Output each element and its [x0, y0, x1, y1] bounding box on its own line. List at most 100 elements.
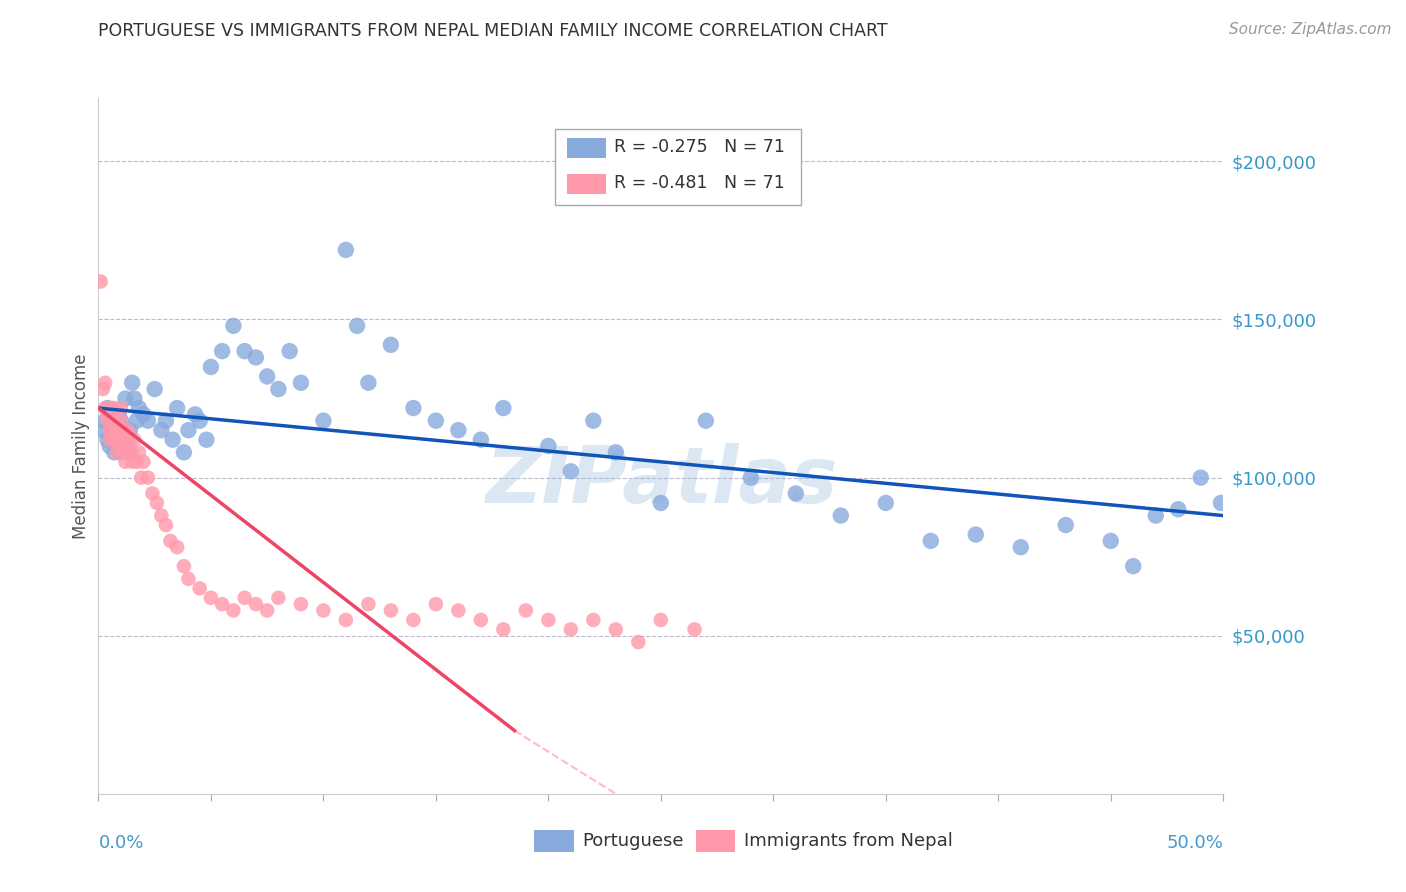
Point: [101, 401, 124, 415]
Point: [114, 439, 136, 453]
Point: [114, 455, 136, 469]
Point: [1099, 533, 1122, 548]
Point: [98, 433, 121, 447]
Point: [136, 414, 159, 428]
Point: [105, 433, 128, 447]
Point: [184, 408, 207, 422]
Point: [402, 401, 425, 415]
Point: [166, 401, 188, 415]
Point: [117, 445, 139, 459]
Point: [256, 603, 278, 617]
Point: [965, 527, 987, 541]
Point: [312, 414, 335, 428]
Point: [222, 318, 245, 333]
Point: [195, 433, 218, 447]
Point: [256, 369, 278, 384]
Point: [110, 414, 132, 428]
Point: [695, 414, 717, 428]
Point: [105, 414, 128, 428]
Text: 0.0%: 0.0%: [98, 834, 143, 852]
Point: [380, 338, 402, 352]
Point: [112, 423, 135, 437]
Point: [112, 423, 135, 437]
Point: [94, 401, 117, 415]
Point: [128, 445, 150, 459]
Point: [103, 433, 125, 447]
Point: [101, 423, 124, 437]
Point: [132, 408, 155, 422]
Point: [830, 508, 852, 523]
Point: [103, 401, 125, 415]
Point: [447, 423, 470, 437]
Text: PORTUGUESE VS IMMIGRANTS FROM NEPAL MEDIAN FAMILY INCOME CORRELATION CHART: PORTUGUESE VS IMMIGRANTS FROM NEPAL MEDI…: [98, 22, 889, 40]
Point: [582, 414, 605, 428]
Point: [105, 433, 128, 447]
Point: [740, 470, 762, 484]
Point: [267, 591, 290, 605]
Text: 50.0%: 50.0%: [1167, 834, 1223, 852]
Point: [537, 439, 560, 453]
Point: [560, 464, 582, 478]
Point: [425, 597, 447, 611]
Point: [173, 445, 195, 459]
Point: [470, 433, 492, 447]
Point: [125, 414, 148, 428]
Point: [110, 445, 132, 459]
Point: [105, 445, 128, 459]
Point: [380, 603, 402, 617]
Point: [94, 414, 117, 428]
Point: [1054, 518, 1077, 533]
Point: [605, 623, 627, 637]
Point: [159, 533, 181, 548]
Point: [150, 508, 173, 523]
Point: [96, 401, 118, 415]
Point: [107, 439, 129, 453]
Point: [117, 423, 139, 437]
Point: [1167, 502, 1189, 516]
Point: [112, 445, 135, 459]
Point: [101, 423, 124, 437]
Point: [103, 423, 125, 437]
Point: [290, 376, 312, 390]
Point: [650, 613, 672, 627]
Point: [162, 433, 184, 447]
Point: [188, 414, 211, 428]
Point: [91, 423, 114, 437]
Point: [233, 591, 256, 605]
Point: [110, 433, 132, 447]
Point: [128, 401, 150, 415]
Point: [605, 445, 627, 459]
Point: [94, 376, 117, 390]
Point: [402, 613, 425, 627]
Point: [335, 243, 357, 257]
Point: [188, 582, 211, 596]
Point: [1189, 470, 1212, 484]
Point: [200, 591, 222, 605]
Point: [155, 414, 177, 428]
Point: [166, 540, 188, 554]
Point: [98, 423, 121, 437]
Point: [96, 414, 118, 428]
Point: [110, 414, 132, 428]
Point: [101, 414, 124, 428]
Point: [650, 496, 672, 510]
Point: [222, 603, 245, 617]
Point: [177, 572, 200, 586]
Point: [492, 401, 515, 415]
Point: [143, 382, 166, 396]
Point: [177, 423, 200, 437]
Point: [91, 382, 114, 396]
Text: R = -0.275   N = 71: R = -0.275 N = 71: [614, 138, 786, 156]
Point: [124, 392, 146, 406]
Point: [146, 496, 169, 510]
Text: ZIPatlas: ZIPatlas: [485, 442, 837, 519]
Point: [1209, 496, 1232, 510]
Point: [357, 597, 380, 611]
Text: Source: ZipAtlas.com: Source: ZipAtlas.com: [1229, 22, 1392, 37]
Point: [875, 496, 897, 510]
Point: [470, 613, 492, 627]
Point: [515, 603, 537, 617]
Point: [312, 603, 335, 617]
Point: [920, 533, 942, 548]
Point: [98, 439, 121, 453]
